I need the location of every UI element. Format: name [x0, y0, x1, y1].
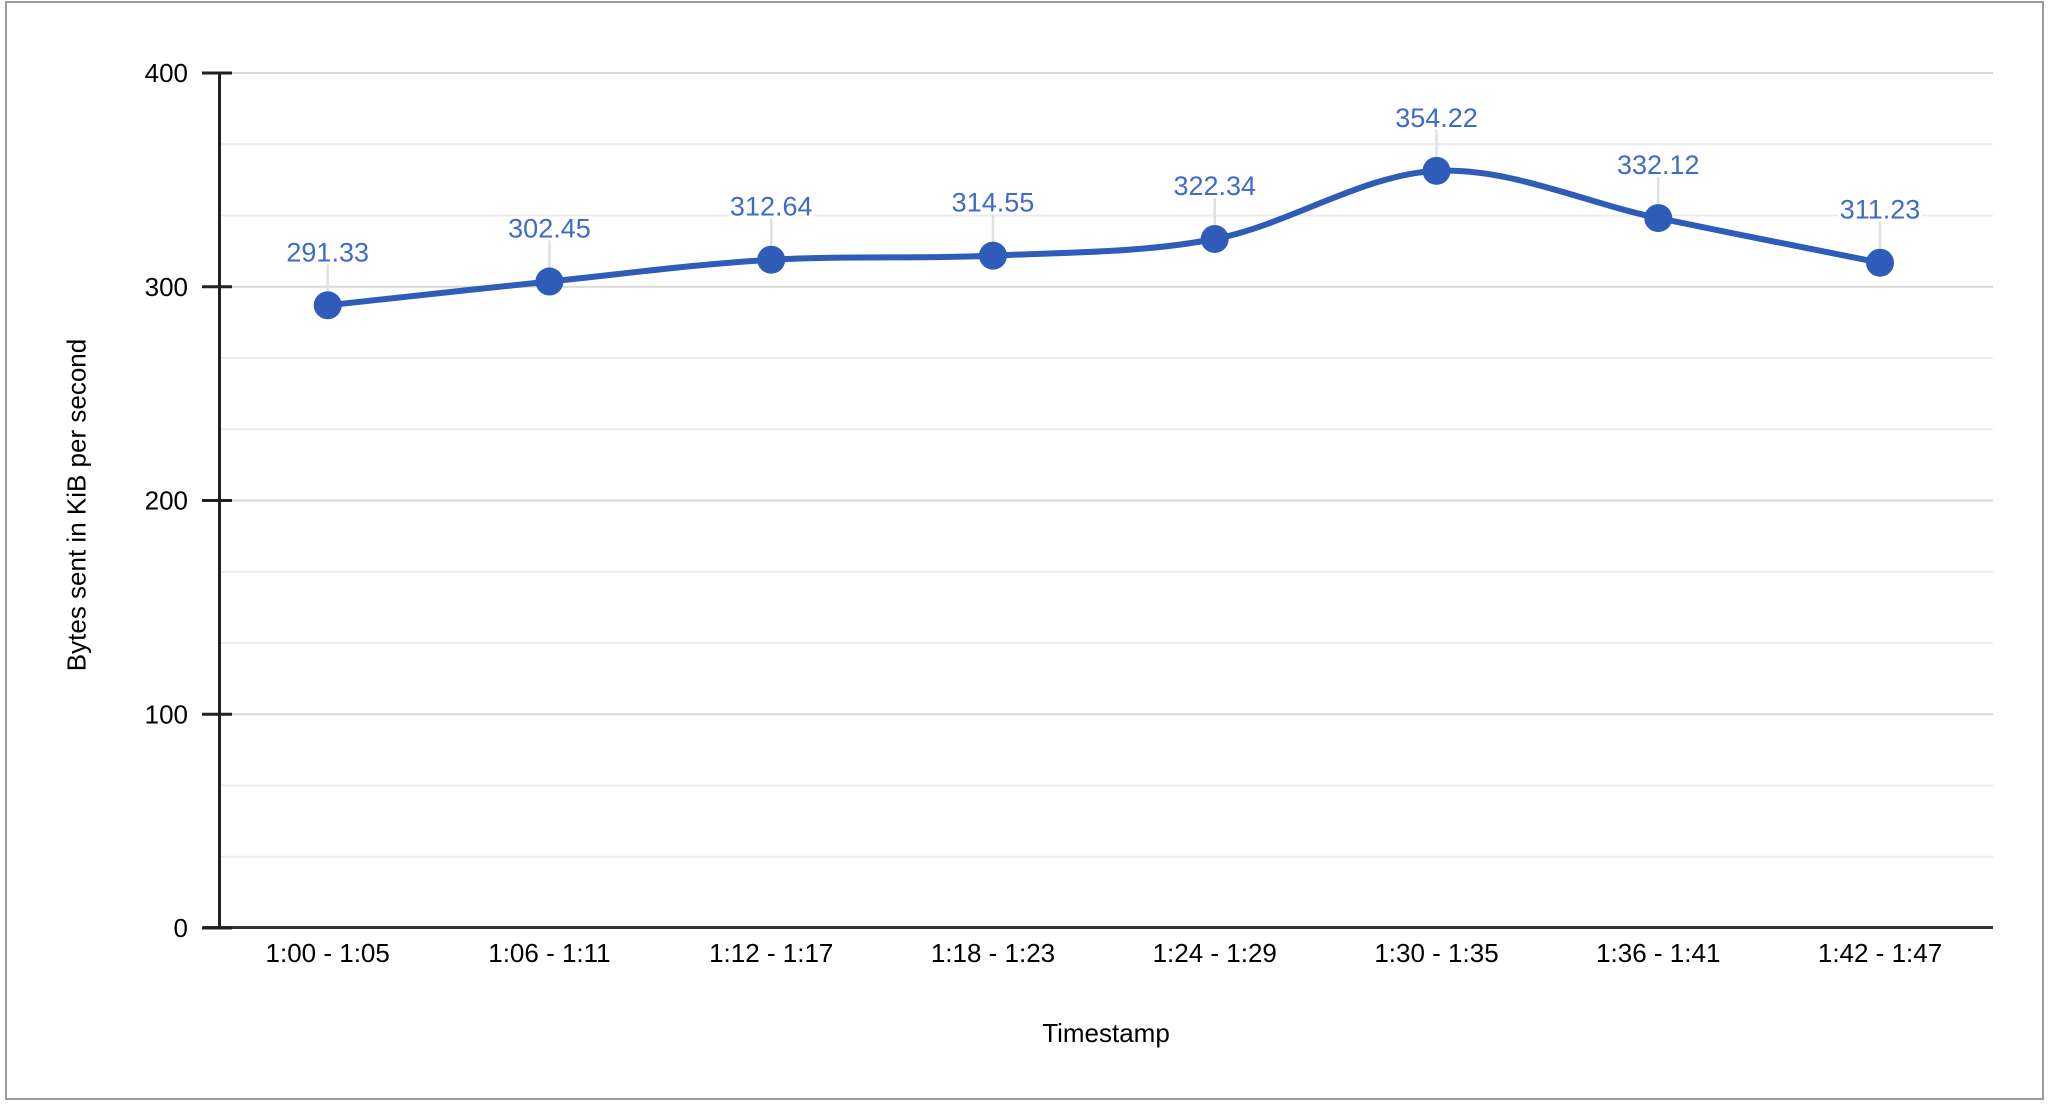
x-axis-category-label: 1:42 - 1:47: [1818, 938, 1942, 968]
data-point-label: 312.64: [730, 192, 813, 222]
data-point-marker: [535, 267, 564, 296]
data-point-marker: [1422, 156, 1451, 185]
y-axis-tick-label: 200: [145, 486, 188, 516]
chart-frame: [5, 1, 2044, 1100]
y-axis-tick-label: 400: [145, 58, 188, 88]
data-point-label: 311.23: [1840, 195, 1921, 225]
data-point-label: 332.12: [1617, 150, 1700, 180]
x-axis-category-label: 1:36 - 1:41: [1596, 938, 1720, 968]
x-axis-category-label: 1:12 - 1:17: [709, 938, 833, 968]
y-axis-tick-label: 100: [145, 699, 188, 729]
series-line: [324, 167, 1883, 309]
data-point-marker: [1644, 204, 1673, 233]
x-axis-category-label: 1:30 - 1:35: [1374, 938, 1498, 968]
y-axis-tick-label: 300: [145, 272, 188, 302]
data-point-label: 302.45: [508, 214, 591, 244]
x-axis-title: Timestamp: [1042, 1018, 1170, 1048]
x-axis-category-label: 1:06 - 1:11: [488, 938, 610, 968]
x-axis-category-label: 1:00 - 1:05: [266, 938, 390, 968]
data-point-label: 354.22: [1395, 103, 1478, 133]
data-point-marker: [1200, 224, 1229, 253]
y-axis-title: Bytes sent in KiB per second: [61, 338, 92, 672]
y-axis-tick-label: 0: [174, 913, 188, 943]
data-point-marker: [313, 291, 342, 320]
data-point-label: 291.33: [286, 237, 369, 267]
data-point-marker: [978, 241, 1007, 270]
data-point-marker: [757, 245, 786, 274]
data-point-marker: [1866, 248, 1895, 277]
data-point-label: 322.34: [1173, 171, 1256, 201]
x-axis-category-label: 1:24 - 1:29: [1153, 938, 1277, 968]
x-axis-category-label: 1:18 - 1:23: [931, 938, 1055, 968]
data-point-label: 314.55: [952, 188, 1035, 218]
